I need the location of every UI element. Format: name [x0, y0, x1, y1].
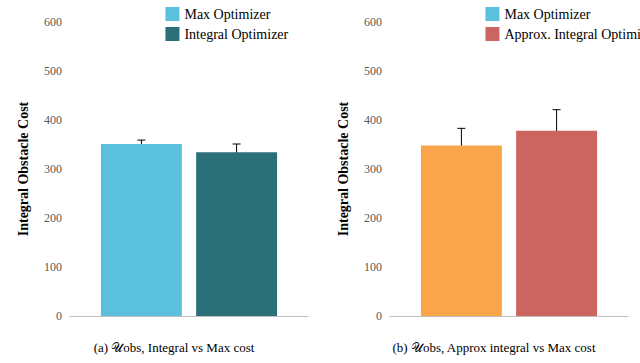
svg-text:600: 600 [364, 15, 382, 29]
svg-text:Approx. Integral Optimizer: Approx. Integral Optimizer [504, 27, 640, 42]
svg-text:100: 100 [364, 260, 382, 274]
svg-text:Max Optimizer: Max Optimizer [504, 7, 590, 22]
svg-text:Integral Obstacle Cost: Integral Obstacle Cost [16, 101, 31, 236]
svg-text:300: 300 [44, 162, 62, 176]
svg-text:600: 600 [44, 15, 62, 29]
svg-text:400: 400 [44, 113, 62, 127]
svg-text:0: 0 [376, 309, 382, 323]
svg-text:(b) 𝒰obs, Approx integral vs: (b) 𝒰obs, Approx integral vs Max cost [392, 340, 595, 355]
svg-text:500: 500 [44, 64, 62, 78]
svg-text:(a) 𝒰obs, Integral vs Max cos: (a) 𝒰obs, Integral vs Max cost [94, 340, 255, 355]
svg-text:100: 100 [44, 260, 62, 274]
svg-text:400: 400 [364, 113, 382, 127]
svg-text:200: 200 [44, 211, 62, 225]
svg-text:500: 500 [364, 64, 382, 78]
svg-text:200: 200 [364, 211, 382, 225]
svg-text:Integral Optimizer: Integral Optimizer [184, 27, 288, 42]
svg-text:Integral Obstacle Cost: Integral Obstacle Cost [336, 101, 351, 236]
svg-text:Max Optimizer: Max Optimizer [184, 7, 270, 22]
svg-text:0: 0 [56, 309, 62, 323]
svg-text:300: 300 [364, 162, 382, 176]
